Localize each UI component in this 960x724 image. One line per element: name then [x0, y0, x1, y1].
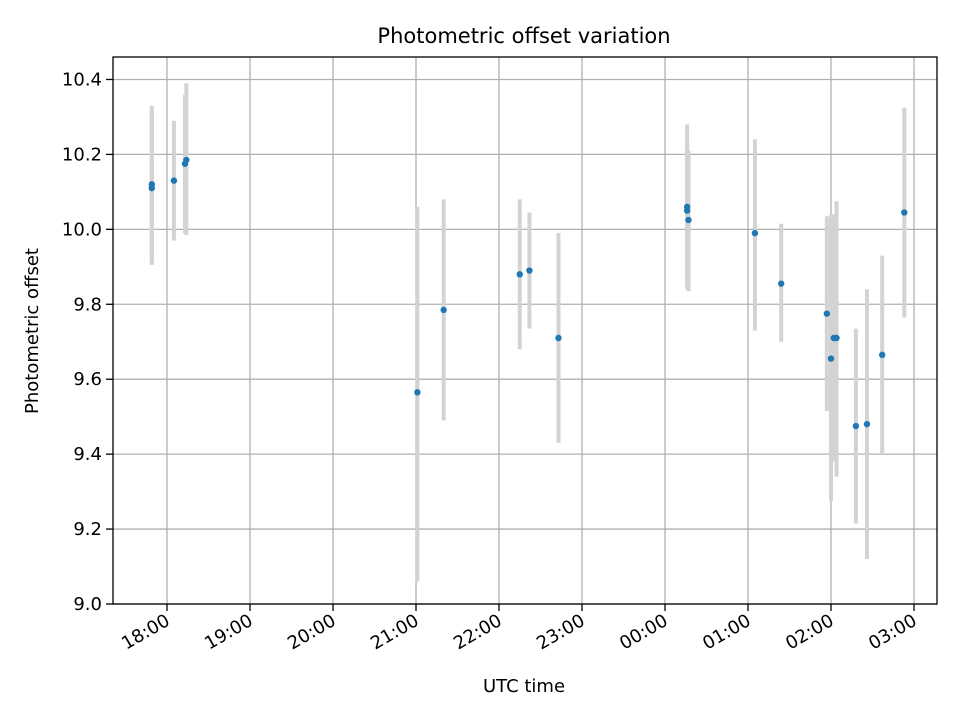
data-point	[526, 267, 533, 274]
x-tick-label: 02:00	[782, 610, 837, 654]
x-tick-label: 01:00	[699, 610, 754, 654]
y-tick-label: 10.0	[62, 219, 102, 240]
x-tick-label: 20:00	[284, 610, 339, 654]
data-point	[183, 156, 190, 164]
data-point	[555, 334, 562, 342]
x-tick-label: 22:00	[450, 610, 505, 654]
x-tick-label: 00:00	[616, 610, 671, 654]
chart-title: Photometric offset variation	[377, 24, 670, 48]
data-point	[148, 184, 155, 192]
y-tick-label: 10.4	[62, 69, 102, 90]
data-point	[414, 389, 421, 396]
y-tick-label: 10.2	[62, 144, 102, 165]
data-point	[685, 216, 692, 224]
y-axis-title: Photometric offset	[22, 248, 43, 414]
data-point	[778, 280, 785, 287]
data-point	[833, 334, 840, 342]
grid-layer	[113, 57, 937, 605]
data-point	[901, 209, 908, 216]
data-point	[823, 310, 831, 317]
y-tick-label: 9.0	[73, 594, 102, 615]
x-axis-title: UTC time	[483, 676, 565, 697]
plot-frame	[112, 56, 938, 605]
x-tick-label: 18:00	[118, 610, 173, 654]
data-point	[827, 355, 835, 362]
x-tick-label: 19:00	[201, 610, 256, 654]
errorbar-layer	[149, 83, 907, 582]
tick-layer: 18:00 19:00 20:00 21:00 22:00 23:00 00:00 01:00…	[62, 69, 921, 654]
data-point	[852, 422, 860, 430]
data-point	[863, 420, 871, 428]
data-point	[516, 271, 523, 278]
x-tick-label: 03:00	[865, 610, 920, 654]
y-tick-label: 9.2	[73, 519, 102, 540]
data-point	[170, 177, 178, 184]
x-tick-label: 23:00	[533, 610, 588, 654]
point-layer	[148, 156, 908, 430]
y-tick-label: 9.8	[73, 294, 102, 315]
y-tick-label: 9.6	[73, 369, 102, 390]
data-point	[751, 229, 759, 237]
data-point	[878, 351, 886, 359]
x-tick-label: 21:00	[367, 610, 422, 654]
data-point	[440, 306, 447, 314]
y-tick-label: 9.4	[73, 444, 102, 465]
data-point	[683, 203, 691, 211]
